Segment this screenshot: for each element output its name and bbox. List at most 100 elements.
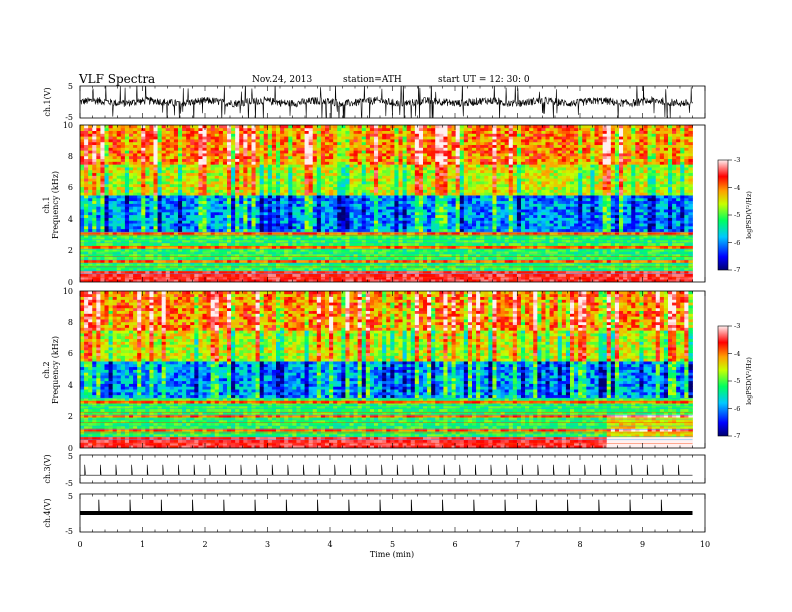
spectrogram-cell	[129, 214, 134, 218]
spectrogram-cell	[337, 223, 342, 227]
spectrogram-cell	[353, 206, 359, 210]
spectrogram-cell	[349, 189, 354, 193]
spectrogram-cell	[386, 153, 391, 157]
spectrogram-cell	[365, 133, 371, 137]
spectrogram-cell	[182, 223, 187, 227]
spectrogram-cell	[235, 127, 240, 131]
spectrogram-cell	[410, 136, 416, 140]
spectrogram-cell	[337, 150, 342, 154]
spectrogram-cell	[333, 248, 338, 252]
spectrogram-cell	[116, 231, 122, 235]
spectrogram-cell	[198, 125, 203, 129]
spectrogram-cell	[108, 158, 114, 162]
spectrogram-cell	[120, 125, 126, 129]
spectrogram-cell	[96, 136, 101, 140]
spectrogram-cell	[296, 253, 301, 258]
spectrogram-cell	[214, 144, 220, 148]
spectrogram-cell	[267, 147, 273, 151]
spectrogram-cell	[108, 248, 114, 252]
spectrogram-cell	[349, 211, 354, 216]
spectrogram-cell	[247, 161, 252, 165]
spectrogram-cell	[251, 245, 256, 249]
spectrogram-cell	[243, 153, 248, 157]
spectrogram-cell	[402, 267, 408, 272]
spectrogram-cell	[178, 200, 183, 204]
spectrogram-cell	[137, 181, 142, 185]
spectrogram-cell	[410, 158, 416, 162]
spectrogram-cell	[80, 169, 85, 174]
spectrogram-cell	[116, 153, 122, 157]
spectrogram-cell	[369, 181, 375, 185]
spectrogram-cell	[333, 273, 338, 277]
spectrogram-cell	[141, 189, 146, 193]
spectrogram-cell	[137, 200, 142, 204]
spectrogram-cell	[414, 223, 420, 227]
spectrogram-cell	[304, 214, 310, 218]
spectrogram-cell	[210, 175, 216, 179]
spectrogram-cell	[427, 127, 432, 131]
spectrogram-cell	[186, 192, 191, 196]
spectrogram-cell	[271, 167, 277, 171]
spectrogram-cell	[239, 181, 244, 185]
spectrogram-cell	[222, 178, 228, 182]
spectrogram-cell	[222, 242, 228, 246]
spectrogram-cell	[259, 144, 265, 148]
spectrogram-cell	[374, 147, 379, 151]
spectrogram-cell	[431, 195, 436, 199]
spectrogram-cell	[243, 125, 248, 129]
spectrogram-cell	[178, 203, 183, 207]
spectrogram-cell	[337, 245, 342, 249]
spectrogram-cell	[218, 262, 224, 266]
spectrogram-cell	[112, 169, 118, 174]
spectrogram-cell	[206, 270, 212, 274]
spectrogram-cell	[255, 237, 261, 241]
spectrogram-cell	[178, 136, 183, 140]
spectrogram-cell	[374, 251, 379, 255]
spectrogram-cell	[231, 158, 236, 162]
spectrogram-cell	[410, 186, 416, 190]
spectrogram-cell	[418, 139, 424, 143]
spectrogram-cell	[165, 150, 171, 154]
spectrogram-cell	[112, 242, 118, 246]
spectrogram-cell	[390, 259, 395, 263]
spectrogram-cell	[382, 130, 387, 134]
spectrogram-cell	[300, 169, 305, 174]
spectrogram-cell	[333, 253, 338, 258]
spectrogram-cell	[182, 155, 187, 160]
spectrogram-cell	[365, 161, 371, 165]
spectrogram-cell	[361, 200, 367, 204]
spectrogram-cell	[124, 270, 130, 274]
spectrogram-cell	[145, 186, 150, 190]
spectrogram-cell	[251, 251, 256, 255]
spectrogram-cell	[133, 203, 138, 207]
spectrogram-cell	[133, 155, 138, 160]
spectrogram-cell	[124, 223, 130, 227]
spectrogram-cell	[333, 251, 338, 255]
spectrogram-cell	[284, 127, 289, 131]
spectrogram-cell	[337, 276, 342, 280]
spectrogram-cell	[153, 262, 158, 266]
spectrogram-cell	[161, 153, 167, 157]
spectrogram-cell	[316, 189, 322, 193]
spectrogram-cell	[369, 231, 375, 235]
spectrogram-cell	[100, 209, 105, 213]
spectrogram-cell	[153, 127, 158, 131]
spectrogram-cell	[84, 178, 89, 182]
spectrogram-cell	[271, 270, 277, 274]
spectrogram-cell	[320, 209, 326, 213]
spectrogram-cell	[247, 178, 252, 182]
spectrogram-cell	[308, 181, 314, 185]
spectrogram-cell	[157, 223, 163, 227]
spectrogram-cell	[431, 167, 436, 171]
spectrogram-cell	[251, 200, 256, 204]
spectrogram-cell	[251, 276, 256, 280]
spectrogram-cell	[149, 270, 154, 274]
spectrogram-cell	[431, 178, 436, 182]
spectrogram-cell	[247, 262, 252, 266]
spectrogram-cell	[206, 155, 212, 160]
spectrogram-cell	[108, 164, 114, 168]
spectrogram-cell	[349, 251, 354, 255]
spectrogram-cell	[374, 228, 379, 232]
spectrogram-cell	[386, 262, 391, 266]
spectrogram-cell	[418, 256, 424, 260]
